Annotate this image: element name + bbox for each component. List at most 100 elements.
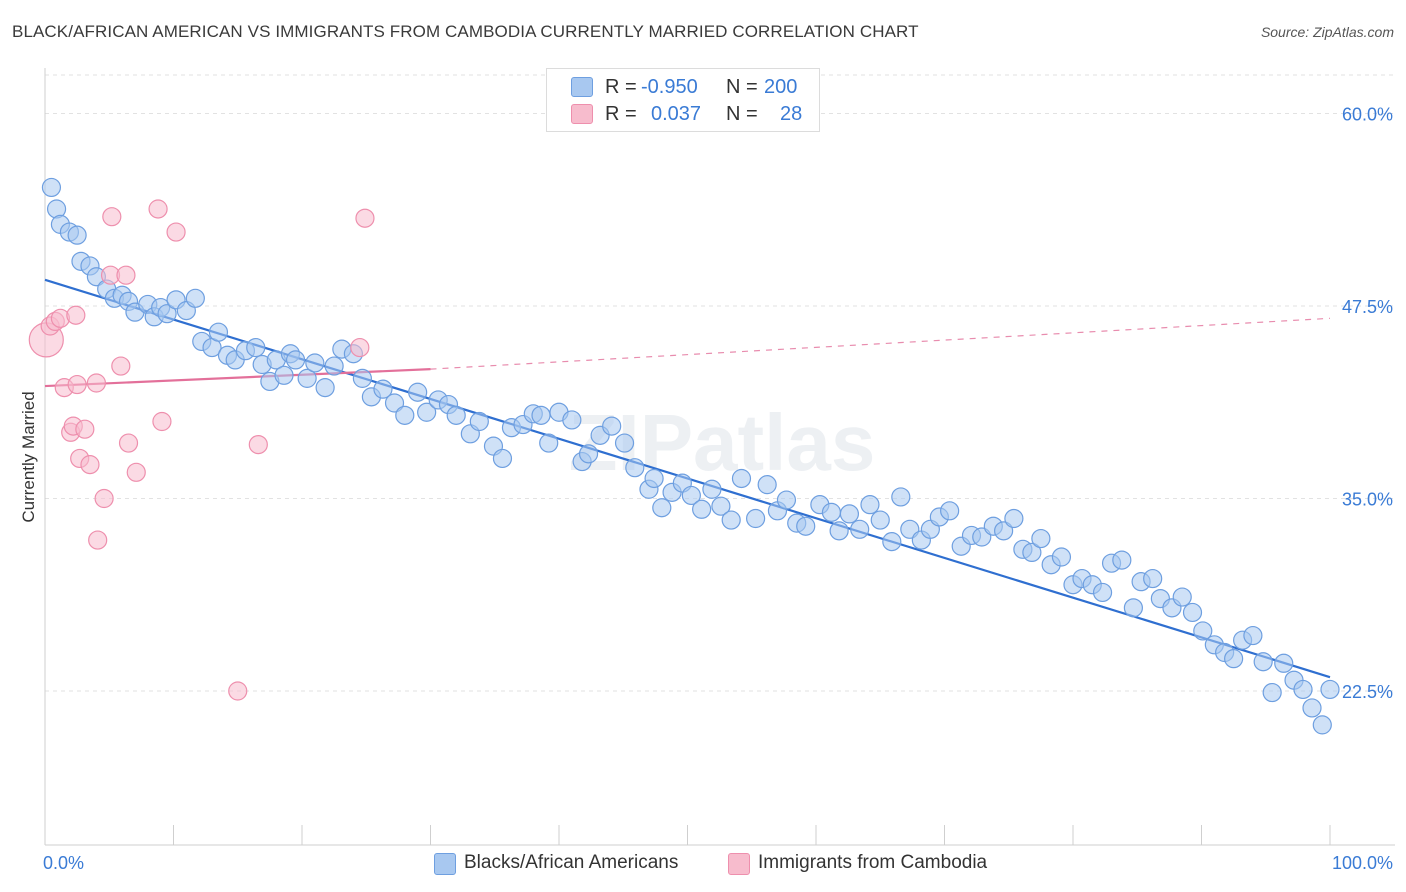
blacks-point: [776, 490, 797, 510]
blacks-point: [860, 495, 880, 515]
blacks-point: [644, 468, 664, 489]
blacks-point: [578, 444, 599, 464]
blacks-point: [625, 458, 645, 478]
data-points: [28, 177, 1340, 735]
bottom-legend-swatch-pink: [728, 853, 750, 875]
blacks-point: [1320, 679, 1340, 700]
x-tick-label: 100.0%: [1332, 853, 1393, 873]
blacks-point: [1172, 587, 1192, 607]
blacks-point: [446, 405, 466, 425]
bottom-legend-swatch-blue: [434, 853, 456, 875]
blacks-point: [285, 350, 306, 370]
legend-r-value: -0.950: [641, 76, 698, 98]
legend-r-label: R =: [605, 76, 637, 98]
blacks-point: [562, 410, 582, 430]
y-tick-label: 47.5%: [1342, 297, 1393, 317]
blacks-point: [994, 521, 1014, 541]
blacks-point: [757, 475, 777, 495]
blacks-point: [373, 379, 393, 399]
gridlines: [45, 74, 1395, 692]
blacks-point: [882, 532, 902, 552]
blacks-point: [1253, 652, 1273, 672]
blacks-point: [796, 516, 816, 536]
cambodia-point: [94, 488, 114, 509]
cambodia-point: [166, 222, 186, 242]
blacks-point: [1293, 679, 1313, 700]
blacks-point: [315, 378, 335, 398]
blacks-point: [1004, 508, 1024, 529]
blacks-point: [395, 405, 415, 425]
correlation-legend: R = -0.950 N = 200 R = 0.037 N = 28: [546, 68, 820, 132]
bottom-legend-label-blacks: Blacks/African Americans: [464, 852, 679, 873]
blacks-point: [1274, 653, 1294, 673]
blacks-point: [185, 288, 205, 308]
blacks-point: [1182, 602, 1203, 623]
blacks-point: [839, 504, 860, 524]
legend-r-value: 0.037: [651, 103, 702, 125]
blacks-point: [469, 411, 489, 432]
cambodia-point: [126, 462, 146, 482]
blacks-point: [1262, 682, 1282, 703]
blacks-point: [1022, 542, 1042, 563]
blacks-point: [274, 365, 294, 385]
blacks-point: [246, 337, 266, 358]
cambodia-point: [88, 530, 108, 550]
blacks-point: [940, 501, 960, 521]
blacks-point: [384, 393, 405, 413]
blacks-point: [1143, 568, 1163, 589]
blacks-point: [539, 433, 559, 453]
cambodia-point: [350, 337, 370, 358]
blacks-point: [711, 496, 731, 516]
legend-n-label: N =: [726, 103, 758, 125]
blacks-point: [1312, 715, 1332, 735]
blacks-point: [41, 177, 62, 198]
cambodia-point: [86, 373, 107, 393]
cambodia-point: [75, 419, 95, 439]
legend-r-label: R =: [605, 103, 637, 125]
y-tick-label: 35.0%: [1342, 490, 1393, 510]
cambodia-point: [67, 374, 87, 395]
blacks-point: [731, 468, 752, 489]
blacks-point: [1193, 621, 1213, 641]
cambodia-point: [248, 435, 268, 455]
cambodia-point: [228, 681, 248, 701]
legend-n-value: 28: [780, 103, 803, 125]
cambodia-point: [80, 455, 100, 475]
blacks-point: [1302, 698, 1322, 718]
blacks-point: [297, 368, 317, 388]
blacks-point: [1243, 625, 1263, 646]
cambodia-point: [148, 199, 168, 219]
blacks-point: [305, 353, 325, 373]
blacks-point: [721, 510, 741, 530]
legend-swatch-blue: [571, 77, 593, 97]
blacks-point: [1112, 550, 1132, 570]
blacks-point: [891, 487, 911, 507]
cambodia-point: [116, 265, 136, 285]
blacks-point: [1092, 582, 1113, 603]
blacks-point: [208, 322, 229, 342]
blacks-point: [746, 508, 766, 529]
blacks-point: [850, 519, 870, 539]
cambodia-point: [152, 411, 172, 432]
blacks-point: [1051, 547, 1072, 567]
legend-n-value: 200: [764, 76, 798, 98]
blacks-point: [652, 498, 672, 518]
blacks-point: [352, 368, 372, 388]
blacks-point: [492, 448, 513, 469]
source-label: Source: ZipAtlas.com: [1260, 24, 1394, 40]
blacks-point: [1031, 528, 1051, 549]
x-tick-label: 0.0%: [43, 853, 84, 873]
blacks-point: [408, 382, 428, 402]
axes: [44, 68, 1395, 846]
chart-title: BLACK/AFRICAN AMERICAN VS IMMIGRANTS FRO…: [12, 22, 919, 41]
cambodia-point: [111, 356, 131, 376]
blacks-point: [602, 416, 622, 436]
legend-swatch-pink: [571, 104, 593, 124]
blacks-point: [67, 225, 87, 245]
y-tick-label: 22.5%: [1342, 682, 1393, 702]
cambodia-trend-extension: [430, 317, 1331, 370]
blacks-point: [531, 405, 551, 425]
y-axis-label: Currently Married: [19, 391, 38, 522]
blacks-point: [829, 521, 849, 541]
